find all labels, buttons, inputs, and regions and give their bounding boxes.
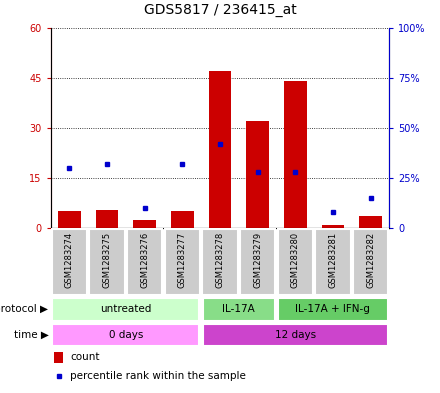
- Text: GSM1283282: GSM1283282: [366, 231, 375, 288]
- Text: percentile rank within the sample: percentile rank within the sample: [70, 371, 246, 381]
- Bar: [171, 211, 194, 228]
- Bar: [279, 298, 388, 321]
- Bar: [246, 121, 269, 228]
- Bar: [359, 216, 382, 228]
- Bar: [322, 225, 344, 228]
- Bar: [203, 324, 388, 346]
- Text: 12 days: 12 days: [275, 330, 316, 340]
- Text: protocol ▶: protocol ▶: [0, 305, 48, 314]
- Bar: [202, 229, 238, 296]
- Bar: [54, 351, 63, 363]
- Text: GSM1283276: GSM1283276: [140, 231, 149, 288]
- Text: GSM1283277: GSM1283277: [178, 231, 187, 288]
- Text: count: count: [70, 352, 99, 362]
- Bar: [315, 229, 351, 296]
- Text: GSM1283280: GSM1283280: [291, 231, 300, 288]
- Bar: [58, 211, 81, 228]
- Text: 0 days: 0 days: [109, 330, 143, 340]
- Text: GSM1283279: GSM1283279: [253, 231, 262, 288]
- Text: IL-17A + IFN-g: IL-17A + IFN-g: [296, 305, 370, 314]
- Bar: [89, 229, 125, 296]
- Text: GSM1283275: GSM1283275: [103, 231, 112, 288]
- Bar: [209, 71, 231, 228]
- Text: GSM1283281: GSM1283281: [328, 231, 337, 288]
- Bar: [127, 229, 162, 296]
- Bar: [165, 229, 200, 296]
- Text: untreated: untreated: [100, 305, 151, 314]
- Text: GSM1283274: GSM1283274: [65, 231, 74, 288]
- Bar: [52, 229, 87, 296]
- Bar: [203, 298, 275, 321]
- Text: GSM1283278: GSM1283278: [216, 231, 224, 288]
- Text: time ▶: time ▶: [14, 330, 48, 340]
- Bar: [133, 220, 156, 228]
- Bar: [52, 324, 199, 346]
- Text: IL-17A: IL-17A: [223, 305, 255, 314]
- Bar: [284, 81, 307, 228]
- Bar: [240, 229, 275, 296]
- Bar: [353, 229, 388, 296]
- Bar: [278, 229, 313, 296]
- Bar: [52, 298, 199, 321]
- Text: GDS5817 / 236415_at: GDS5817 / 236415_at: [143, 3, 297, 17]
- Bar: [96, 209, 118, 228]
